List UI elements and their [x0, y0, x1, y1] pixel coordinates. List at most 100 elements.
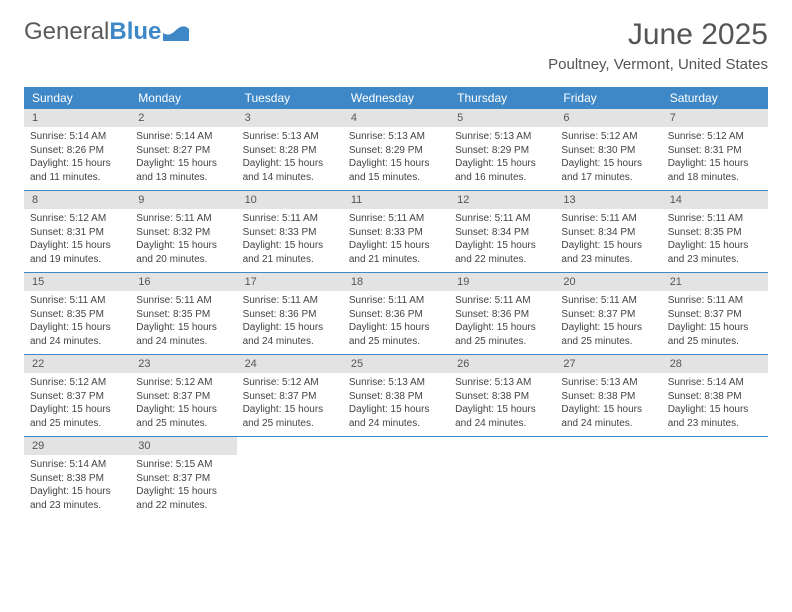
daylight-line2: and 22 minutes. [136, 499, 230, 513]
day-body: Sunrise: 5:13 AMSunset: 8:29 PMDaylight:… [449, 130, 555, 184]
daylight-line1: Daylight: 15 hours [668, 321, 762, 335]
daylight-line2: and 24 minutes. [349, 417, 443, 431]
day-body: Sunrise: 5:11 AMSunset: 8:34 PMDaylight:… [449, 212, 555, 266]
calendar-cell: 11Sunrise: 5:11 AMSunset: 8:33 PMDayligh… [343, 191, 449, 272]
daylight-line2: and 23 minutes. [668, 253, 762, 267]
daylight-line2: and 24 minutes. [30, 335, 124, 349]
daylight-line2: and 18 minutes. [668, 171, 762, 185]
calendar-cell: 18Sunrise: 5:11 AMSunset: 8:36 PMDayligh… [343, 273, 449, 354]
daylight-line2: and 24 minutes. [561, 417, 655, 431]
daylight-line2: and 14 minutes. [243, 171, 337, 185]
daylight-line2: and 25 minutes. [455, 335, 549, 349]
calendar-cell-empty [237, 437, 343, 518]
calendar-cell: 30 Sunrise: 5:15 AMSunset: 8:37 PMDayligh… [130, 437, 236, 518]
sunset-text: Sunset: 8:28 PM [243, 144, 337, 158]
daylight-line1: Daylight: 15 hours [455, 239, 549, 253]
day-body: Sunrise: 5:11 AMSunset: 8:37 PMDaylight:… [555, 294, 661, 348]
calendar-cell: 19 Sunrise: 5:11 AMSunset: 8:36 PMDayligh… [449, 273, 555, 354]
day-number: 19 [449, 273, 555, 291]
day-number: 8 [24, 191, 130, 209]
sunset-text: Sunset: 8:37 PM [30, 390, 124, 404]
calendar-cell: 12Sunrise: 5:11 AMSunset: 8:34 PMDayligh… [449, 191, 555, 272]
calendar-cell-empty [662, 437, 768, 518]
daylight-line1: Daylight: 15 hours [668, 157, 762, 171]
sunset-text: Sunset: 8:33 PM [349, 226, 443, 240]
daylight-line2: and 25 minutes. [349, 335, 443, 349]
calendar-cell: 22 Sunrise: 5:12 AMSunset: 8:37 PMDayligh… [24, 355, 130, 436]
sunset-text: Sunset: 8:35 PM [668, 226, 762, 240]
daylight-line2: and 21 minutes. [243, 253, 337, 267]
day-number: 21 [662, 273, 768, 291]
sunrise-text: Sunrise: 5:12 AM [30, 376, 124, 390]
week-row: 29Sunrise: 5:14 AMSunset: 8:38 PMDayligh… [24, 437, 768, 518]
daylight-line2: and 11 minutes. [30, 171, 124, 185]
calendar-cell: 5Sunrise: 5:13 AMSunset: 8:29 PMDaylight… [449, 109, 555, 190]
day-body: Sunrise: 5:12 AMSunset: 8:37 PMDaylight:… [130, 376, 236, 430]
day-body: Sunrise: 5:11 AMSunset: 8:36 PMDaylight:… [449, 294, 555, 348]
sunrise-text: Sunrise: 5:13 AM [349, 130, 443, 144]
title-block: June 2025 Poultney, Vermont, United Stat… [548, 18, 768, 73]
dow-monday: Monday [130, 87, 236, 109]
sunset-text: Sunset: 8:37 PM [136, 472, 230, 486]
day-body: Sunrise: 5:13 AMSunset: 8:38 PMDaylight:… [555, 376, 661, 430]
daylight-line2: and 20 minutes. [136, 253, 230, 267]
calendar-cell: 20Sunrise: 5:11 AMSunset: 8:37 PMDayligh… [555, 273, 661, 354]
daylight-line2: and 24 minutes. [455, 417, 549, 431]
header: GeneralBlue June 2025 Poultney, Vermont,… [24, 18, 768, 73]
calendar: SundayMondayTuesdayWednesdayThursdayFrid… [24, 87, 768, 518]
sunset-text: Sunset: 8:32 PM [136, 226, 230, 240]
daylight-line2: and 21 minutes. [349, 253, 443, 267]
sunset-text: Sunset: 8:38 PM [349, 390, 443, 404]
day-number: 15 [24, 273, 130, 291]
daylight-line1: Daylight: 15 hours [668, 403, 762, 417]
sunset-text: Sunset: 8:31 PM [668, 144, 762, 158]
daylight-line1: Daylight: 15 hours [243, 321, 337, 335]
month-title: June 2025 [548, 18, 768, 52]
sunrise-text: Sunrise: 5:14 AM [136, 130, 230, 144]
week-row: 1Sunrise: 5:14 AMSunset: 8:26 PMDaylight… [24, 109, 768, 191]
sunset-text: Sunset: 8:31 PM [30, 226, 124, 240]
brand-logo: GeneralBlue [24, 18, 189, 46]
sunrise-text: Sunrise: 5:12 AM [136, 376, 230, 390]
week-row: 15Sunrise: 5:11 AMSunset: 8:35 PMDayligh… [24, 273, 768, 355]
sunset-text: Sunset: 8:38 PM [668, 390, 762, 404]
sunset-text: Sunset: 8:37 PM [243, 390, 337, 404]
calendar-cell: 21Sunrise: 5:11 AMSunset: 8:37 PMDayligh… [662, 273, 768, 354]
daylight-line2: and 25 minutes. [136, 417, 230, 431]
daylight-line2: and 17 minutes. [561, 171, 655, 185]
day-number: 22 [24, 355, 130, 373]
sunrise-text: Sunrise: 5:15 AM [136, 458, 230, 472]
daylight-line2: and 23 minutes. [30, 499, 124, 513]
sunrise-text: Sunrise: 5:11 AM [455, 212, 549, 226]
calendar-cell: 13Sunrise: 5:11 AMSunset: 8:34 PMDayligh… [555, 191, 661, 272]
sunset-text: Sunset: 8:29 PM [349, 144, 443, 158]
day-number: 28 [662, 355, 768, 373]
daylight-line1: Daylight: 15 hours [668, 239, 762, 253]
calendar-cell: 3Sunrise: 5:13 AMSunset: 8:28 PMDaylight… [237, 109, 343, 190]
day-number: 23 [130, 355, 236, 373]
sunset-text: Sunset: 8:37 PM [561, 308, 655, 322]
sunset-text: Sunset: 8:38 PM [561, 390, 655, 404]
calendar-cell: 16Sunrise: 5:11 AMSunset: 8:35 PMDayligh… [130, 273, 236, 354]
sunrise-text: Sunrise: 5:11 AM [30, 294, 124, 308]
sunset-text: Sunset: 8:36 PM [349, 308, 443, 322]
day-number: 26 [449, 355, 555, 373]
sunrise-text: Sunrise: 5:11 AM [455, 294, 549, 308]
day-body: Sunrise: 5:14 AMSunset: 8:38 PMDaylight:… [662, 376, 768, 430]
day-body: Sunrise: 5:15 AMSunset: 8:37 PMDaylight:… [130, 458, 236, 512]
daylight-line1: Daylight: 15 hours [349, 239, 443, 253]
day-number: 1 [24, 109, 130, 127]
daylight-line1: Daylight: 15 hours [136, 321, 230, 335]
calendar-cell: 17Sunrise: 5:11 AMSunset: 8:36 PMDayligh… [237, 273, 343, 354]
day-number: 30 [130, 437, 236, 455]
day-body: Sunrise: 5:11 AMSunset: 8:34 PMDaylight:… [555, 212, 661, 266]
day-body: Sunrise: 5:12 AMSunset: 8:37 PMDaylight:… [237, 376, 343, 430]
daylight-line1: Daylight: 15 hours [136, 485, 230, 499]
sunset-text: Sunset: 8:36 PM [243, 308, 337, 322]
day-body: Sunrise: 5:13 AMSunset: 8:38 PMDaylight:… [343, 376, 449, 430]
daylight-line1: Daylight: 15 hours [30, 403, 124, 417]
week-row: 8 Sunrise: 5:12 AMSunset: 8:31 PMDaylight… [24, 191, 768, 273]
calendar-cell: 26Sunrise: 5:13 AMSunset: 8:38 PMDayligh… [449, 355, 555, 436]
day-body: Sunrise: 5:12 AMSunset: 8:31 PMDaylight:… [24, 212, 130, 266]
daylight-line1: Daylight: 15 hours [561, 321, 655, 335]
